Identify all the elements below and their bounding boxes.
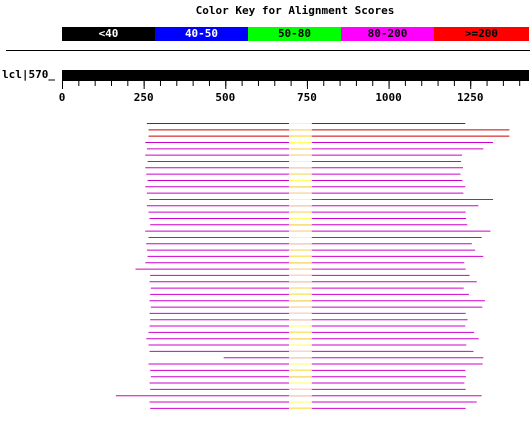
axis-tick-label: 250 bbox=[134, 91, 154, 104]
color-key-title: Color Key for Alignment Scores bbox=[195, 4, 395, 17]
color-key-40-50: 40-50 bbox=[155, 27, 248, 41]
axis-tick-label: 500 bbox=[215, 91, 235, 104]
color-key-50-80: 50-80 bbox=[248, 27, 341, 41]
axis-tick-label: 0 bbox=[59, 91, 66, 104]
color-key-80-200: 80-200 bbox=[341, 27, 434, 41]
axis-tick-label: 1250 bbox=[457, 91, 484, 104]
separator-rule bbox=[6, 50, 530, 51]
query-bar bbox=[62, 70, 529, 81]
color-key-lt40: <40 bbox=[62, 27, 155, 41]
axis-tick-label: 750 bbox=[297, 91, 317, 104]
axis-tick-label: 1000 bbox=[375, 91, 402, 104]
color-key-ge200: >=200 bbox=[434, 27, 529, 41]
query-label: lcl|570_ bbox=[2, 68, 55, 81]
